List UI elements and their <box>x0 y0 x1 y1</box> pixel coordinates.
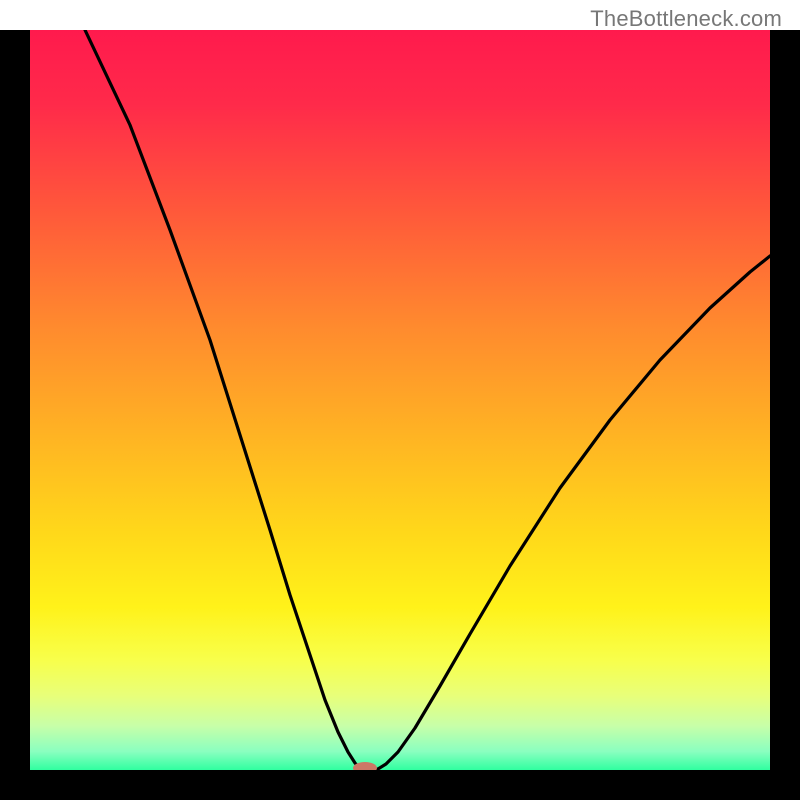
plot-background <box>30 30 770 770</box>
watermark-text: TheBottleneck.com <box>590 6 782 32</box>
bottleneck-chart <box>0 0 800 800</box>
chart-container: TheBottleneck.com <box>0 0 800 800</box>
